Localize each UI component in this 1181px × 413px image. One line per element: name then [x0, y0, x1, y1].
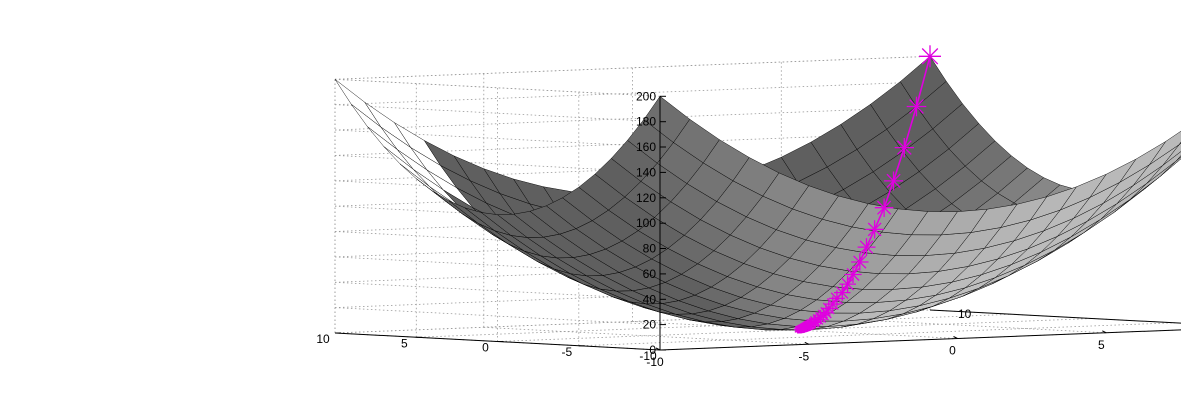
z-tick-label: 100	[636, 216, 656, 230]
x-tick-label: 10	[958, 307, 972, 321]
surface-face	[1176, 155, 1181, 161]
x-tick-label: -10	[646, 355, 664, 369]
trajectory-marker	[793, 325, 802, 334]
trajectory-marker	[874, 198, 894, 217]
trajectory-marker	[906, 96, 927, 117]
surface-face	[1179, 141, 1181, 145]
surface-face	[1162, 142, 1181, 166]
z-tick-label: 20	[643, 318, 657, 332]
z-tick-label: 80	[643, 242, 657, 256]
tick-labels: 020406080100120140160180200-10-50510-10-…	[316, 89, 1105, 369]
y-tick-label: 10	[316, 332, 330, 346]
z-tick-label: 160	[636, 140, 656, 154]
z-tick-label: 40	[643, 292, 657, 306]
y-tick-label: -10	[639, 349, 657, 363]
trajectory-marker	[857, 238, 876, 256]
grid-line	[578, 322, 1174, 347]
x-tick	[655, 347, 661, 351]
x-tick-label: 0	[949, 344, 956, 358]
trajectory-marker	[839, 275, 856, 293]
surface-face	[334, 79, 382, 128]
surface-face	[1160, 156, 1181, 177]
x-tick-label: 5	[1098, 338, 1105, 352]
z-tick-label: 0	[649, 343, 656, 357]
axes	[334, 95, 1181, 351]
y-tick-label: -5	[561, 345, 572, 359]
trajectory-marker	[851, 253, 869, 271]
z-tick-label: 180	[636, 115, 656, 129]
grid-line	[334, 81, 931, 106]
x-tick	[1102, 330, 1107, 334]
y-tick-label: 0	[482, 341, 489, 355]
z-tick-label: 120	[636, 191, 656, 205]
x-tick	[953, 336, 958, 339]
grid-line	[497, 318, 1093, 342]
x-tick	[804, 341, 810, 345]
trajectory-marker	[919, 45, 941, 68]
trajectory-marker	[865, 220, 884, 239]
grid-line	[334, 55, 931, 80]
trajectory-marker	[894, 138, 914, 158]
z-tick-label: 200	[636, 89, 656, 103]
z-tick-label: 140	[636, 165, 656, 179]
trajectory-marker	[844, 265, 862, 283]
surface-mesh	[334, 56, 1181, 331]
y-axis-line	[929, 309, 1181, 324]
trajectory	[793, 45, 941, 334]
y-tick-label: 5	[401, 336, 408, 350]
grid-line	[334, 106, 931, 131]
x-tick-label: -5	[798, 349, 809, 363]
grid-line	[416, 313, 1012, 338]
z-tick-label: 60	[643, 267, 657, 281]
trajectory-marker	[884, 171, 903, 191]
